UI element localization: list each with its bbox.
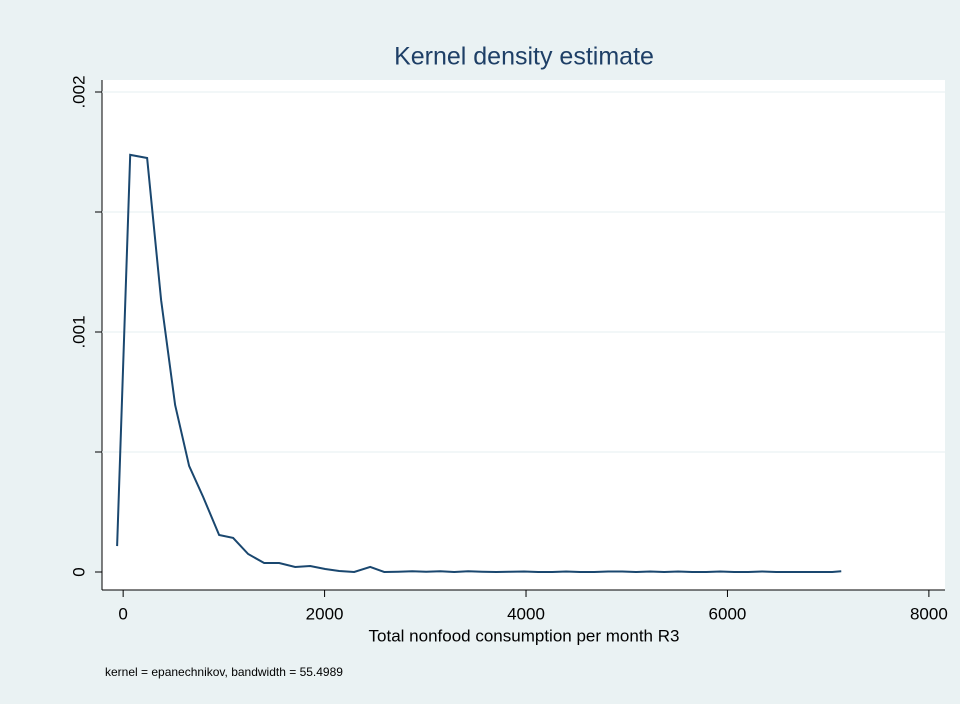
plot-area <box>102 80 945 590</box>
y-tick-label: .002 <box>69 75 88 108</box>
chart-title: Kernel density estimate <box>394 43 654 71</box>
x-tick-label: 0 <box>118 604 127 623</box>
x-tick-label: 8000 <box>910 604 948 623</box>
y-tick-label: 0 <box>69 567 88 576</box>
x-tick-label: 6000 <box>709 604 747 623</box>
x-axis-label: Total nonfood consumption per month R3 <box>369 626 680 645</box>
note: kernel = epanechnikov, bandwidth = 55.49… <box>105 665 343 679</box>
density-line <box>116 153 842 574</box>
x-tick-label: 4000 <box>507 604 545 623</box>
y-tick-label: .001 <box>69 315 88 348</box>
x-tick-label: 2000 <box>306 604 344 623</box>
